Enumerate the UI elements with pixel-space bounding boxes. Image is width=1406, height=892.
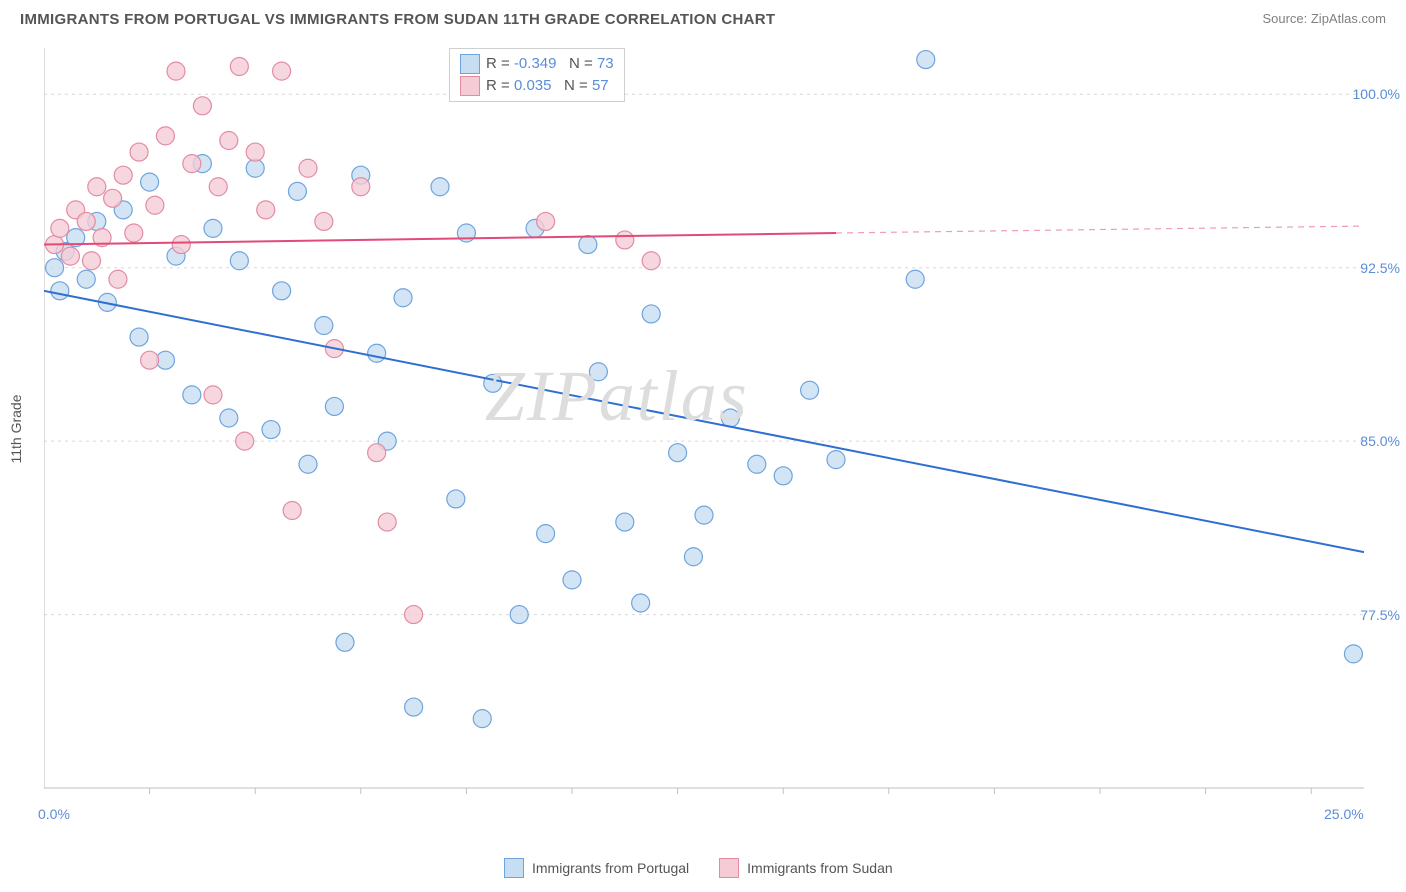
legend-swatch: [460, 76, 480, 96]
source-value: ZipAtlas.com: [1311, 11, 1386, 26]
x-tick-label: 25.0%: [1324, 806, 1364, 822]
source-label-wrap: Source: ZipAtlas.com: [1262, 10, 1386, 28]
page-title: IMMIGRANTS FROM PORTUGAL VS IMMIGRANTS F…: [20, 11, 775, 28]
legend-swatch: [460, 54, 480, 74]
legend-swatch: [504, 858, 524, 878]
scatter-chart-svg: [44, 34, 1364, 794]
legend-series-label: Immigrants from Sudan: [747, 860, 893, 876]
legend-stat-text: R = -0.349 N = 73: [486, 53, 614, 75]
source-label: Source:: [1262, 11, 1310, 26]
legend-row: R = 0.035 N = 57: [460, 75, 614, 97]
legend-row: R = -0.349 N = 73: [460, 53, 614, 75]
chart-container: 11th Grade ZIPatlas 77.5%85.0%92.5%100.0…: [44, 34, 1404, 824]
y-tick-label: 85.0%: [1360, 433, 1400, 449]
x-tick-label: 0.0%: [38, 806, 70, 822]
legend-stat-text: R = 0.035 N = 57: [486, 75, 609, 97]
y-tick-label: 100.0%: [1353, 86, 1400, 102]
series-legend: Immigrants from Portugal Immigrants from …: [504, 858, 893, 878]
y-tick-label: 92.5%: [1360, 260, 1400, 276]
y-axis-label: 11th Grade: [8, 394, 24, 463]
header-bar: IMMIGRANTS FROM PORTUGAL VS IMMIGRANTS F…: [0, 0, 1406, 34]
legend-series-label: Immigrants from Portugal: [532, 860, 689, 876]
legend-item: Immigrants from Sudan: [719, 858, 893, 878]
correlation-legend: R = -0.349 N = 73R = 0.035 N = 57: [449, 48, 625, 102]
legend-swatch: [719, 858, 739, 878]
y-tick-label: 77.5%: [1360, 607, 1400, 623]
legend-item: Immigrants from Portugal: [504, 858, 689, 878]
